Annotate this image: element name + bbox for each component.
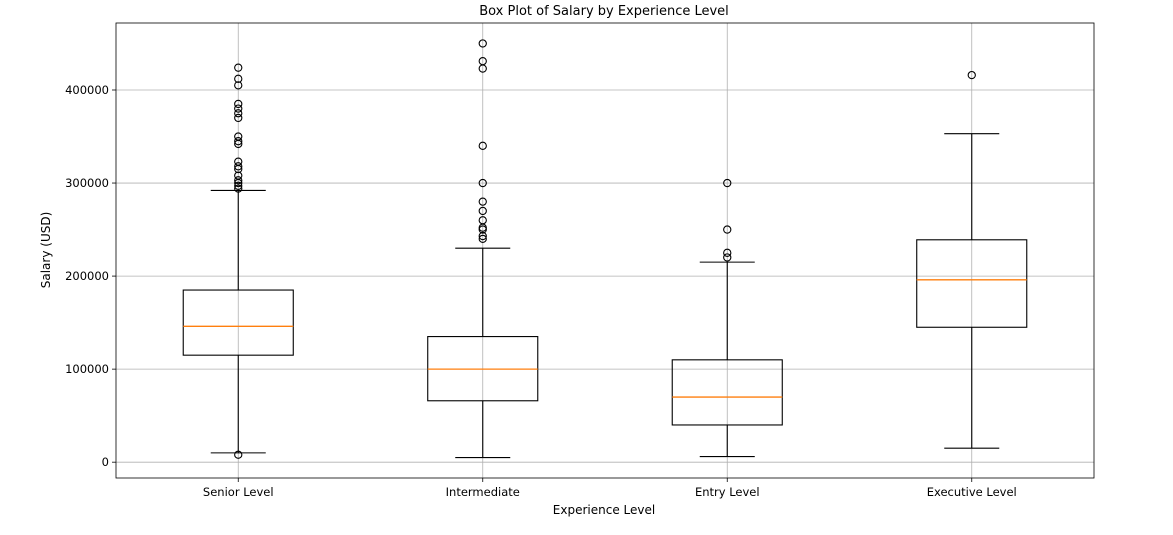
box-group [427, 39, 539, 459]
outlier-point [478, 141, 487, 150]
boxes-layer [182, 39, 1028, 459]
outlier-point [723, 248, 732, 257]
box-group [671, 178, 783, 458]
outlier-point [234, 157, 243, 166]
outlier-point [478, 197, 487, 206]
y-tick-label: 300000 [65, 176, 109, 190]
outlier-point [723, 178, 732, 188]
x-tick-label: Entry Level [695, 485, 760, 499]
outlier-point [478, 216, 487, 225]
x-tick-label: Intermediate [446, 485, 520, 499]
outlier-point [234, 132, 243, 141]
outlier-point [478, 231, 487, 241]
box-group [916, 70, 1028, 449]
outlier-point [234, 74, 243, 83]
y-tick-label: 400000 [65, 83, 109, 97]
outlier-point [967, 70, 976, 80]
x-tick-label: Senior Level [203, 485, 274, 499]
outlier-point [234, 81, 243, 90]
outlier-point [234, 109, 243, 118]
grid-layer [116, 23, 1094, 478]
y-axis-ticks: 0 100000 200000 300000 400000 [65, 83, 116, 469]
y-tick-label: 0 [102, 455, 109, 469]
y-tick-label: 200000 [65, 269, 109, 283]
y-tick-label: 100000 [65, 362, 109, 376]
outlier-point [234, 171, 243, 180]
plot-frame [115, 22, 1095, 479]
outlier-point [234, 63, 243, 72]
outlier-point [478, 56, 487, 66]
y-axis-label: Salary (USD) [39, 212, 53, 289]
outlier-point [234, 104, 243, 113]
outlier-point [234, 137, 243, 146]
outlier-point [234, 99, 243, 109]
outlier-point [234, 184, 243, 193]
outlier-point [234, 162, 243, 171]
iqr-box [916, 239, 1028, 328]
outlier-point [723, 253, 732, 262]
x-axis-label: Experience Level [553, 503, 655, 517]
outlier-point [478, 39, 487, 48]
outlier-point [234, 113, 243, 123]
outlier-point [234, 450, 243, 459]
chart-title: Box Plot of Salary by Experience Level [479, 4, 729, 19]
x-tick-label: Executive Level [927, 485, 1017, 499]
iqr-box [671, 359, 783, 426]
x-axis-ticks: Senior Level Intermediate Entry Level Execu… [203, 478, 1017, 499]
iqr-box [182, 289, 294, 356]
outlier-point [723, 225, 732, 234]
outlier-point [234, 176, 243, 185]
box-group [182, 63, 294, 459]
outlier-point [478, 206, 487, 216]
outlier-point [478, 234, 487, 244]
outlier-point [234, 181, 243, 190]
outlier-point [478, 178, 487, 188]
